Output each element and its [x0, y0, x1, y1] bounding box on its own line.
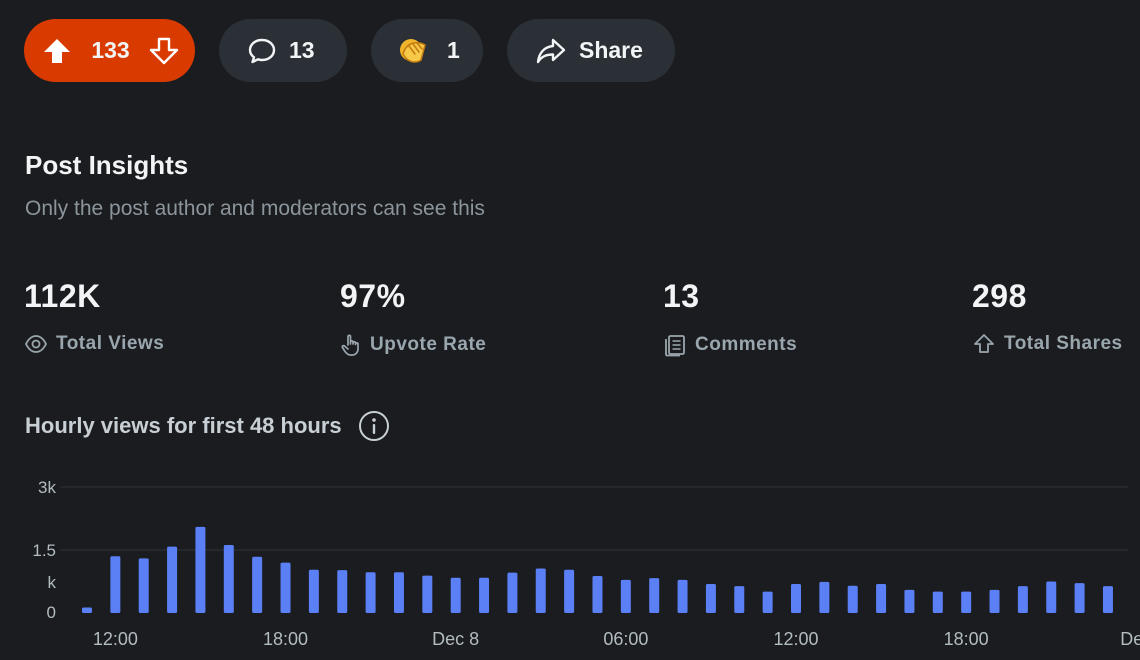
stat-label: Comments — [695, 334, 798, 355]
x-tick-label: 12:00 — [773, 629, 818, 649]
stat-upvote-rate: 97% Upvote Rate — [340, 278, 486, 357]
chart-bar — [280, 562, 291, 613]
vote-button-group: 133 — [24, 19, 195, 82]
chart-bar — [705, 584, 716, 613]
stat-label: Upvote Rate — [370, 334, 487, 355]
chart-bar — [308, 569, 319, 613]
chart-bar — [252, 556, 263, 613]
chart-bar — [507, 572, 518, 613]
comment-bubble-icon — [247, 36, 277, 66]
stat-comments: 13 Comments — [663, 278, 797, 357]
chart-bar — [989, 589, 1000, 613]
eye-icon — [24, 333, 48, 355]
chart-bar — [1046, 581, 1057, 613]
post-action-bar: 133 13 1 Share — [24, 19, 675, 82]
x-tick-label: 18:00 — [263, 629, 308, 649]
chart-bar — [393, 572, 404, 613]
chart-bar — [110, 556, 121, 613]
chart-bar — [734, 586, 745, 613]
chart-heading: Hourly views for first 48 hours — [25, 410, 390, 442]
share-arrow-icon — [972, 333, 996, 355]
x-tick-label: Dec — [1120, 629, 1140, 649]
chart-bar — [1102, 586, 1113, 613]
stat-label: Total Views — [56, 333, 165, 354]
chart-bar — [791, 584, 801, 613]
y-tick-label: 0 — [47, 603, 56, 622]
chart-bar — [961, 591, 972, 613]
x-tick-label: 12:00 — [93, 629, 138, 649]
upvote-icon[interactable] — [42, 36, 72, 66]
y-tick-label: 1.5 — [32, 541, 56, 560]
stat-value: 298 — [972, 278, 1027, 314]
x-tick-label: Dec 8 — [432, 629, 479, 649]
hourly-views-chart: 3k 1.5 k 0 12:00 18:00 Dec 8 06:00 12:00 18:00 Dec — [32, 478, 1140, 649]
x-tick-label: 18:00 — [944, 629, 989, 649]
chart-bar — [677, 579, 688, 613]
document-stack-icon — [663, 333, 687, 357]
chart-bar — [932, 591, 943, 613]
insights-title: Post Insights — [25, 150, 189, 180]
pointing-hand-icon — [340, 333, 362, 357]
comments-count: 13 — [289, 37, 315, 63]
chart-bar — [1017, 586, 1028, 613]
chart-bar — [592, 576, 603, 613]
chart-bar — [762, 591, 773, 613]
award-icon — [397, 34, 431, 68]
chart-bar — [82, 607, 92, 613]
vote-score: 133 — [91, 37, 130, 63]
chart-bar — [847, 585, 858, 613]
stat-total-shares: 298 Total Shares — [972, 278, 1123, 355]
chart-bar — [138, 558, 149, 613]
chart-bar — [422, 575, 433, 613]
chart-bar — [167, 546, 178, 613]
stat-label: Total Shares — [1004, 333, 1123, 354]
chart-bar — [479, 577, 490, 613]
stat-value: 97% — [340, 278, 406, 314]
chart-bar — [223, 544, 234, 613]
share-icon — [535, 36, 567, 66]
chart-bar — [904, 589, 915, 613]
award-count: 1 — [447, 37, 460, 63]
chart-bar — [564, 569, 575, 613]
chart-title: Hourly views for first 48 hours — [25, 413, 342, 438]
stat-total-views: 112K Total Views — [24, 278, 164, 355]
comments-button[interactable]: 13 — [219, 19, 347, 82]
downvote-icon[interactable] — [149, 36, 179, 66]
y-tick-label: k — [48, 573, 57, 592]
chart-bar — [620, 579, 631, 613]
award-button[interactable]: 1 — [371, 19, 483, 82]
y-tick-label: 3k — [38, 478, 56, 497]
chart-bar — [365, 572, 376, 613]
chart-bar — [195, 526, 206, 613]
info-icon[interactable] — [358, 410, 390, 442]
chart-bar — [819, 581, 830, 613]
chart-bar — [649, 578, 660, 613]
stat-value: 13 — [663, 278, 700, 314]
chart-bar — [1074, 583, 1085, 613]
chart-bar — [450, 577, 461, 613]
chart-bar — [535, 568, 546, 613]
x-tick-label: 06:00 — [603, 629, 648, 649]
stat-value: 112K — [24, 278, 101, 314]
chart-bar — [876, 584, 887, 613]
share-button[interactable]: Share — [507, 19, 675, 82]
share-label: Share — [579, 37, 643, 63]
insights-subtitle: Only the post author and moderators can … — [25, 197, 485, 220]
chart-bar — [337, 570, 348, 613]
